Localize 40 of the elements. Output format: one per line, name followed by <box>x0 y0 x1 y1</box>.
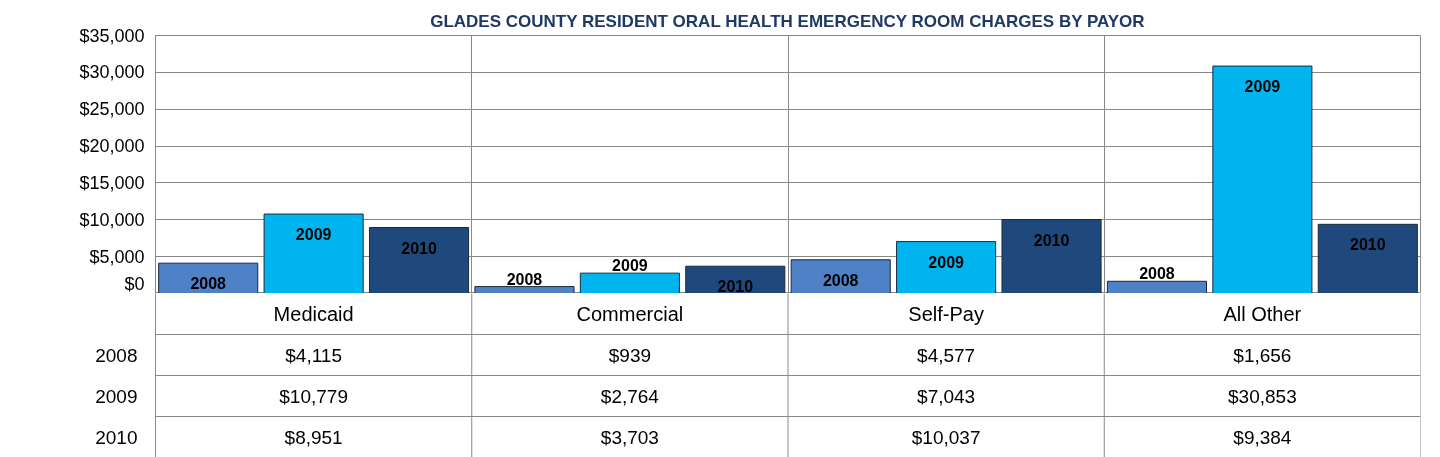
text: 2009 <box>295 226 332 244</box>
y-tick-label: $35,000 <box>79 25 145 46</box>
data-label: $9,384 <box>1233 426 1292 448</box>
x-tick-label: Commercial <box>576 303 684 325</box>
data-label: $4,577 <box>917 344 976 366</box>
chart-title: GLADES COUNTY RESIDENT ORAL HEALTH EMERGENCY ROOM CHARGES BY PAYOR <box>430 11 1145 31</box>
data-label: $7,043 <box>917 385 976 407</box>
text: 2009 <box>1244 78 1281 96</box>
y-tick-label: $15,000 <box>79 172 145 193</box>
series-label: 2009 <box>612 257 648 275</box>
y-tick-label: $30,000 <box>79 62 145 83</box>
y-tick-label: $0 <box>124 273 145 294</box>
text: 2008 <box>95 344 138 366</box>
data-label: $3,703 <box>600 426 659 448</box>
y-tick-label: $10,000 <box>79 209 145 230</box>
text: 2010 <box>95 426 138 448</box>
y-tick-label: $25,000 <box>79 99 145 120</box>
text: 2008 <box>190 275 227 293</box>
data-label: $1,656 <box>1233 344 1292 366</box>
text: 2008 <box>822 271 859 289</box>
data-label: $8,951 <box>284 426 343 448</box>
x-tick-label: Medicaid <box>273 303 354 325</box>
data-label: $30,853 <box>1228 385 1297 407</box>
data-label: $2,764 <box>600 385 660 407</box>
text: 2009 <box>928 253 964 271</box>
text: 2008 <box>1139 265 1175 283</box>
data-label: $10,037 <box>911 426 981 448</box>
data-label: $4,115 <box>285 344 342 366</box>
text: 2010 <box>401 239 437 257</box>
data-label: $939 <box>608 344 652 366</box>
data-label: $10,779 <box>279 385 348 407</box>
x-tick-label: Self-Pay <box>908 303 984 325</box>
y-tick-label: $20,000 <box>79 136 145 157</box>
text: 2010 <box>1033 231 1070 249</box>
y-tick-label: $5,000 <box>89 246 145 267</box>
text: 2009 <box>95 385 138 407</box>
series-label: 2008 <box>506 270 543 288</box>
text: 2010 <box>1349 236 1386 254</box>
series-label: 2010 <box>717 278 754 296</box>
x-tick-label: All Other <box>1223 303 1302 325</box>
